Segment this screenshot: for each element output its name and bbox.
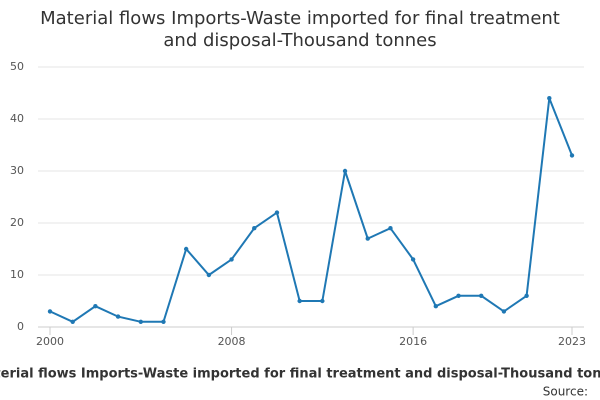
- point: [524, 293, 529, 298]
- x-axis-label: Material flows Imports-Waste imported fo…: [0, 367, 600, 382]
- point: [297, 298, 302, 304]
- y-tick-label: 50: [10, 60, 24, 73]
- source: Source:: [543, 385, 588, 399]
- chart-title: Material flows Imports-Waste imported fo…: [40, 8, 560, 29]
- point: [433, 304, 439, 309]
- point: [229, 257, 234, 262]
- y-tick-label: 0: [17, 320, 24, 333]
- y-tick-label: 10: [10, 268, 24, 281]
- point: [161, 319, 166, 324]
- point: [501, 309, 507, 314]
- point: [183, 246, 189, 252]
- point: [93, 304, 98, 309]
- point: [410, 257, 416, 262]
- point: [47, 309, 53, 314]
- y-tick-label: 40: [10, 112, 24, 125]
- point: [456, 293, 461, 298]
- point: [342, 168, 348, 174]
- point: [569, 153, 575, 158]
- x-tick-label: 2008: [218, 335, 246, 348]
- chart-title: and disposal-Thousand tonnes: [163, 30, 436, 51]
- point: [320, 298, 325, 304]
- y-tick-label: 30: [10, 164, 24, 177]
- point: [70, 319, 75, 324]
- point: [252, 226, 257, 231]
- x-tick-label: 2016: [399, 335, 427, 348]
- line: [49, 97, 573, 323]
- point: [138, 319, 143, 324]
- point: [206, 272, 212, 278]
- point: [547, 96, 552, 101]
- point: [388, 226, 393, 231]
- point: [274, 210, 280, 215]
- point: [115, 314, 121, 319]
- x-tick-label: 2000: [36, 335, 64, 348]
- x-tick-label: 2023: [558, 335, 586, 348]
- point: [365, 236, 370, 241]
- y-tick-label: 20: [10, 216, 24, 229]
- point: [479, 293, 484, 298]
